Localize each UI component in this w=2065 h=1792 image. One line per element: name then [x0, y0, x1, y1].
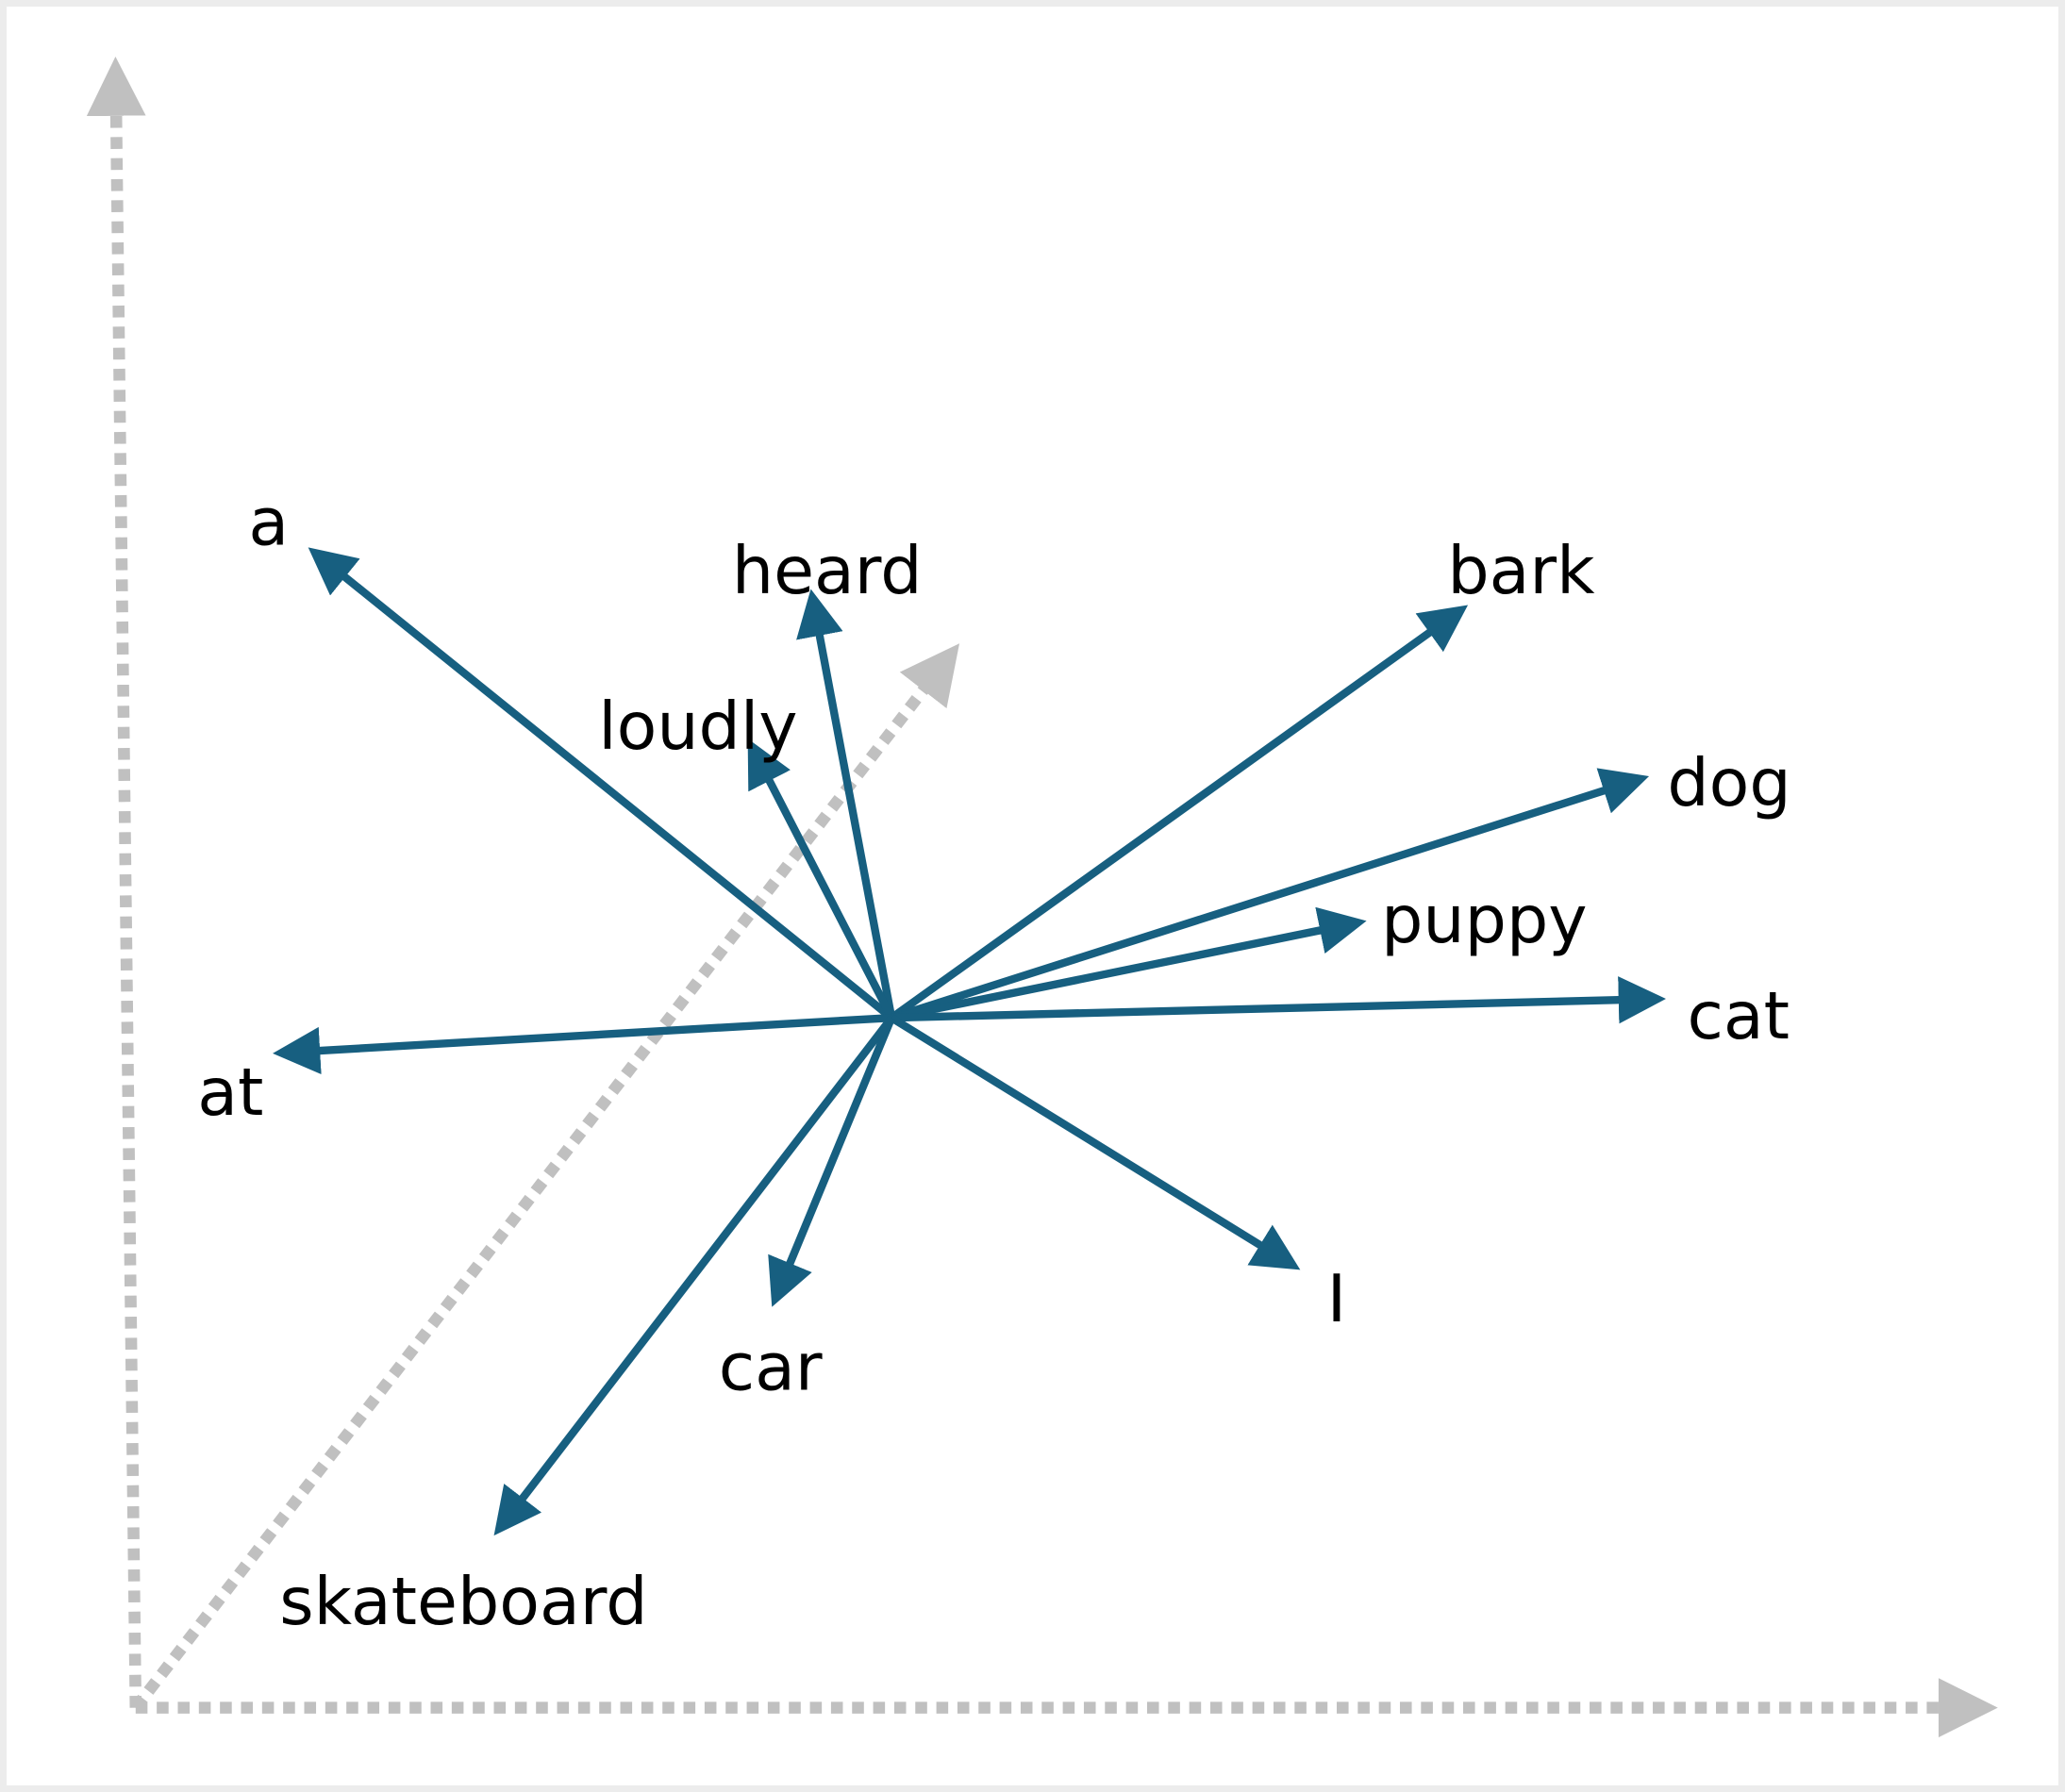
word-vectors — [273, 547, 1666, 1536]
axes — [86, 57, 1998, 1738]
vector-dog — [890, 768, 1650, 1022]
vector-i — [889, 1014, 1301, 1270]
label-at: at — [197, 1054, 263, 1131]
label-skateboard: skateboard — [279, 1564, 647, 1640]
label-cat: cat — [1688, 978, 1790, 1054]
label-car: car — [719, 1330, 823, 1406]
label-a: a — [248, 484, 289, 560]
label-puppy: puppy — [1381, 882, 1587, 958]
vector-car — [768, 1016, 895, 1307]
y-axis — [86, 57, 146, 1708]
z-axis — [130, 643, 960, 1712]
vector-a — [308, 547, 894, 1021]
label-heard: heard — [732, 533, 923, 609]
vector-cat — [891, 976, 1666, 1024]
vector-skateboard — [493, 1015, 895, 1536]
vector-puppy — [891, 906, 1367, 1022]
label-bark: bark — [1447, 533, 1595, 609]
label-loudly: loudly — [598, 689, 797, 765]
vector-heard — [796, 589, 896, 1019]
label-dog: dog — [1667, 745, 1790, 821]
vector-bark — [889, 605, 1469, 1021]
label-i: I — [1327, 1261, 1347, 1337]
vector-at — [273, 1013, 892, 1075]
vector-loudly — [747, 738, 895, 1020]
